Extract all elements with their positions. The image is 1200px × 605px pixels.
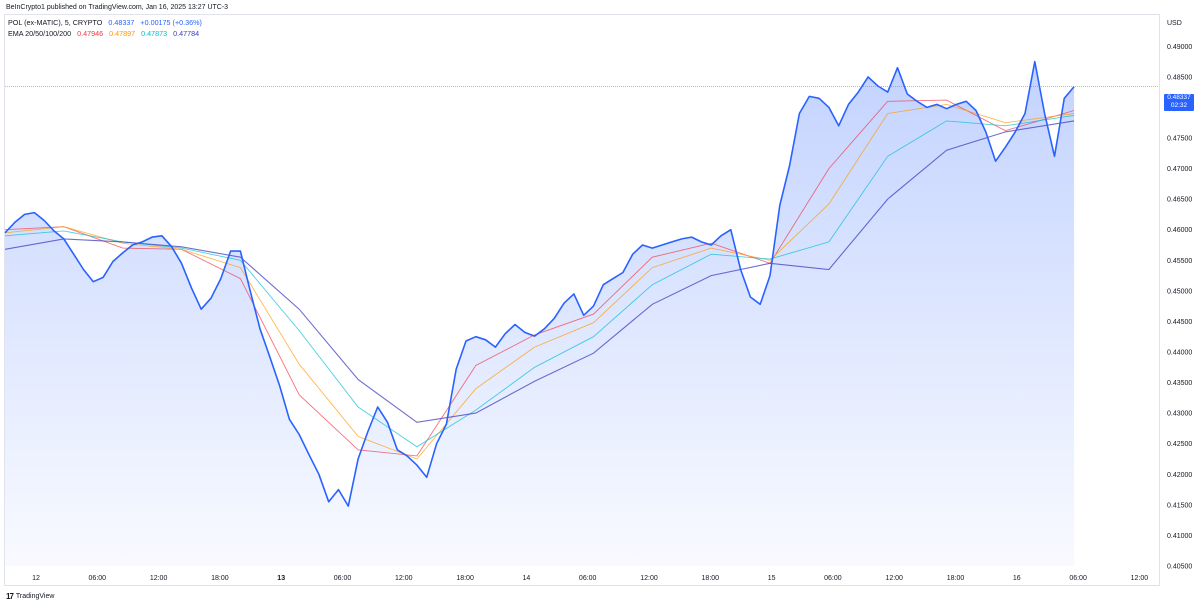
y-tick-label: 0.42500 <box>1167 441 1192 448</box>
y-tick-label: 0.44000 <box>1167 350 1192 357</box>
x-tick-label: 14 <box>523 575 531 582</box>
x-tick-label: 15 <box>768 575 776 582</box>
chart-frame <box>4 14 1160 586</box>
y-tick-label: 0.46500 <box>1167 197 1192 204</box>
y-tick-label: 0.41000 <box>1167 533 1192 540</box>
x-tick-label: 06:00 <box>824 575 842 582</box>
ema-line-200 <box>4 120 1075 423</box>
x-tick-label: 18:00 <box>947 575 965 582</box>
x-tick-label: 12:00 <box>150 575 168 582</box>
legend-ema-label[interactable]: EMA 20/50/100/200 <box>8 29 72 38</box>
tradingview-brand[interactable]: 17 TradingView <box>6 592 54 601</box>
y-tick-label: 0.45500 <box>1167 258 1192 265</box>
legend-ema100-value: 0.47873 <box>141 29 168 38</box>
y-tick-label: 0.47000 <box>1167 166 1192 173</box>
publish-line: BeInCrypto1 published on TradingView.com… <box>6 4 229 11</box>
price-area-fill <box>5 61 1075 566</box>
x-tick-label: 18:00 <box>702 575 720 582</box>
x-tick-label: 12:00 <box>640 575 658 582</box>
legend-price: 0.48337 <box>108 18 135 27</box>
x-tick-label: 06:00 <box>334 575 352 582</box>
x-tick-label: 06:00 <box>89 575 107 582</box>
y-tick-label: 0.47500 <box>1167 136 1192 143</box>
x-tick-label: 18:00 <box>456 575 474 582</box>
legend-ema20-value: 0.47946 <box>77 29 104 38</box>
current-price-value: 0.48337 <box>1167 94 1191 101</box>
y-tick-label: 0.41500 <box>1167 502 1192 509</box>
legend-symbol[interactable]: POL (ex-MATIC), 5, CRYPTO <box>8 18 103 27</box>
currency-label[interactable]: USD <box>1167 20 1182 27</box>
price-line <box>4 60 1075 507</box>
y-tick-label: 0.45000 <box>1167 288 1192 295</box>
y-tick-label: 0.49000 <box>1167 44 1192 51</box>
y-tick-label: 0.42000 <box>1167 472 1192 479</box>
y-tick-label: 0.48500 <box>1167 74 1192 81</box>
x-tick-label: 06:00 <box>579 575 597 582</box>
x-tick-label: 12:00 <box>395 575 413 582</box>
y-tick-label: 0.46000 <box>1167 227 1192 234</box>
x-tick-label: 12:00 <box>885 575 903 582</box>
x-tick-label: 12 <box>32 575 40 582</box>
x-tick-label: 12:00 <box>1131 575 1149 582</box>
y-tick-label: 0.40500 <box>1167 564 1192 571</box>
legend-ema50-value: 0.47897 <box>109 29 136 38</box>
x-tick-label: 06:00 <box>1069 575 1087 582</box>
current-price-tag: 0.48337 02:32 <box>1164 94 1194 111</box>
legend-ema200-value: 0.47784 <box>173 29 200 38</box>
y-tick-label: 0.44500 <box>1167 319 1192 326</box>
x-tick-label: 18:00 <box>211 575 229 582</box>
y-tick-label: 0.43500 <box>1167 380 1192 387</box>
tradingview-name: TradingView <box>15 593 55 600</box>
tradingview-logo: 17 <box>6 592 14 601</box>
legend-ema-row: EMA 20/50/100/200 0.47946 0.47897 0.4787… <box>8 29 203 38</box>
x-tick-label: 16 <box>1013 575 1021 582</box>
legend-change: +0.00175 (+0.36%) <box>140 18 202 27</box>
ema-line-50 <box>4 103 1075 460</box>
legend-symbol-row: POL (ex-MATIC), 5, CRYPTO 0.48337 +0.001… <box>8 18 206 27</box>
y-tick-label: 0.43000 <box>1167 411 1192 418</box>
ema-line-100 <box>4 114 1075 448</box>
bar-countdown: 02:32 <box>1170 102 1188 109</box>
x-tick-label: 13 <box>277 575 285 582</box>
